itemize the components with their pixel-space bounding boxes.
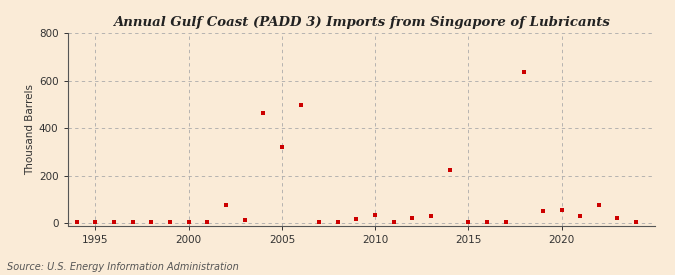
Y-axis label: Thousand Barrels: Thousand Barrels [25, 84, 34, 175]
Point [165, 220, 176, 225]
Point [537, 208, 548, 213]
Point [295, 103, 306, 108]
Point [351, 217, 362, 221]
Point [258, 111, 269, 116]
Point [370, 213, 381, 217]
Point [314, 220, 325, 225]
Point [388, 220, 399, 225]
Point [221, 203, 232, 208]
Point [463, 220, 474, 224]
Point [481, 220, 492, 225]
Point [90, 220, 101, 225]
Point [239, 218, 250, 222]
Point [444, 167, 455, 172]
Point [202, 220, 213, 225]
Point [630, 220, 641, 225]
Point [593, 203, 604, 208]
Point [184, 220, 194, 225]
Point [575, 214, 586, 219]
Point [72, 220, 82, 225]
Point [109, 220, 119, 225]
Point [556, 208, 567, 212]
Point [426, 214, 437, 218]
Point [500, 220, 511, 224]
Point [128, 220, 138, 225]
Title: Annual Gulf Coast (PADD 3) Imports from Singapore of Lubricants: Annual Gulf Coast (PADD 3) Imports from … [113, 16, 610, 29]
Point [407, 216, 418, 221]
Point [146, 220, 157, 225]
Text: Source: U.S. Energy Information Administration: Source: U.S. Energy Information Administ… [7, 262, 238, 272]
Point [612, 216, 623, 221]
Point [519, 70, 530, 75]
Point [277, 145, 288, 149]
Point [332, 220, 343, 225]
